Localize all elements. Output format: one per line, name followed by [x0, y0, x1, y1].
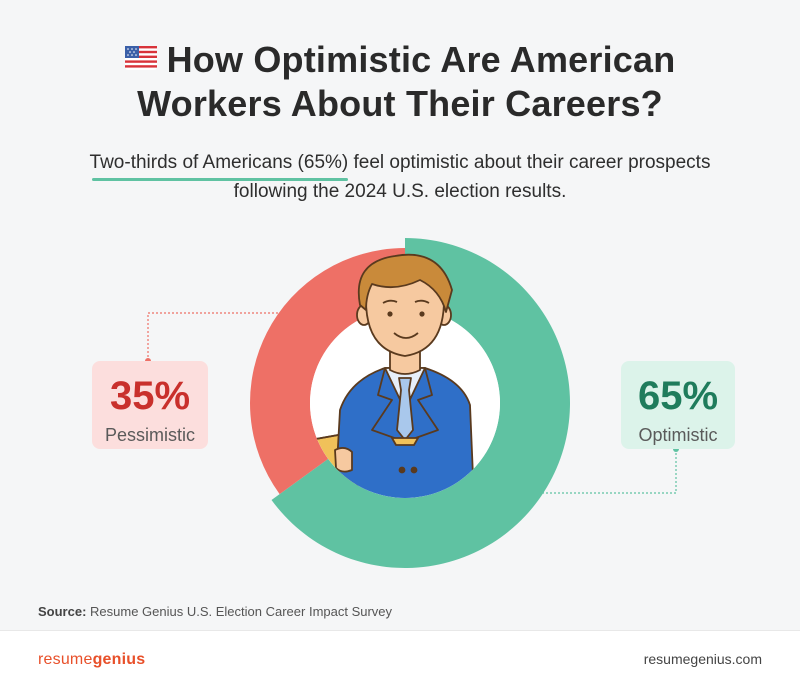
source-text: Resume Genius U.S. Election Career Impac…: [90, 604, 393, 619]
pessimistic-connector: [147, 312, 290, 361]
footer: resumegenius resumegenius.com: [0, 630, 800, 687]
subtitle: Two-thirds of Americans (65%) feel optim…: [0, 148, 800, 206]
title-line-1: How Optimistic Are American: [166, 39, 676, 80]
subtitle-rest: feel optimistic about their career prosp…: [348, 152, 711, 173]
pessimistic-label: Pessimistic: [104, 425, 195, 445]
optimistic-callout: 65% Optimistic: [621, 361, 735, 449]
site-link[interactable]: resumegenius.com: [643, 651, 762, 667]
slice-optimistic: [271, 238, 570, 568]
pessimistic-value: 35%: [109, 374, 191, 418]
optimistic-connector: [540, 449, 677, 494]
source-label: Source:: [38, 604, 87, 619]
brand-logo[interactable]: resumegenius: [38, 651, 145, 669]
title-line-2: Workers About Their Careers?: [137, 83, 663, 124]
subtitle-line-2: following the 2024 U.S. election results…: [233, 181, 567, 202]
donut-chart: [145, 238, 679, 568]
brand-part-1: resume: [38, 651, 93, 668]
optimistic-label: Optimistic: [638, 425, 718, 445]
us-flag-icon: [124, 36, 157, 80]
pessimistic-callout: 35% Pessimistic: [92, 361, 208, 449]
page-title: How Optimistic Are American Workers Abou…: [0, 38, 800, 126]
source-note: Source: Resume Genius U.S. Election Care…: [38, 604, 392, 619]
subtitle-highlight: Two-thirds of Americans (65%): [90, 148, 348, 181]
optimistic-value: 65%: [637, 374, 719, 418]
brand-part-2: genius: [92, 651, 146, 668]
